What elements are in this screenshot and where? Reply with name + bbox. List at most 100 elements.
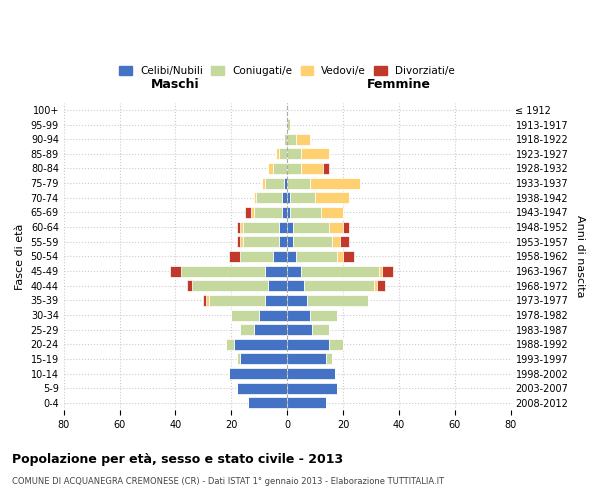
Bar — [273, 251, 287, 262]
Bar — [209, 295, 265, 306]
Bar — [240, 236, 242, 248]
Bar — [240, 222, 242, 232]
Bar — [229, 368, 287, 379]
Bar — [281, 207, 287, 218]
Bar — [293, 236, 332, 248]
Bar — [315, 192, 349, 203]
Bar — [181, 266, 265, 276]
Bar — [287, 251, 296, 262]
Bar — [323, 163, 329, 174]
Bar — [307, 295, 368, 306]
Bar — [287, 119, 290, 130]
Bar — [240, 324, 254, 335]
Bar — [265, 266, 287, 276]
Bar — [301, 148, 329, 160]
Bar — [340, 236, 349, 248]
Bar — [296, 251, 337, 262]
Bar — [326, 354, 332, 364]
Bar — [203, 295, 206, 306]
Bar — [310, 178, 360, 188]
Bar — [287, 383, 337, 394]
Bar — [343, 251, 354, 262]
Bar — [240, 251, 273, 262]
Bar — [279, 236, 287, 248]
Bar — [262, 178, 265, 188]
Bar — [284, 178, 287, 188]
Y-axis label: Anni di nascita: Anni di nascita — [575, 215, 585, 298]
Bar — [237, 236, 240, 248]
Bar — [265, 178, 284, 188]
Bar — [287, 148, 301, 160]
Bar — [276, 148, 279, 160]
Text: Maschi: Maschi — [151, 78, 200, 91]
Bar — [254, 192, 256, 203]
Bar — [254, 324, 287, 335]
Bar — [281, 192, 287, 203]
Bar — [290, 192, 315, 203]
Bar — [279, 222, 287, 232]
Bar — [287, 354, 326, 364]
Bar — [301, 163, 323, 174]
Bar — [287, 295, 307, 306]
Bar — [287, 236, 293, 248]
Bar — [343, 222, 349, 232]
Bar — [268, 280, 287, 291]
Bar — [329, 222, 343, 232]
Bar — [284, 134, 287, 144]
Bar — [313, 324, 329, 335]
Bar — [242, 222, 279, 232]
Bar — [251, 207, 254, 218]
Bar — [242, 236, 279, 248]
Bar — [187, 280, 192, 291]
Text: COMUNE DI ACQUANEGRA CREMONESE (CR) - Dati ISTAT 1° gennaio 2013 - Elaborazione : COMUNE DI ACQUANEGRA CREMONESE (CR) - Da… — [12, 478, 444, 486]
Bar — [287, 163, 301, 174]
Bar — [245, 207, 251, 218]
Bar — [374, 280, 377, 291]
Bar — [237, 383, 287, 394]
Bar — [287, 310, 310, 320]
Bar — [377, 280, 385, 291]
Bar — [329, 339, 343, 350]
Text: Popolazione per età, sesso e stato civile - 2013: Popolazione per età, sesso e stato civil… — [12, 452, 343, 466]
Bar — [310, 310, 337, 320]
Bar — [226, 339, 234, 350]
Bar — [290, 207, 321, 218]
Bar — [237, 222, 240, 232]
Bar — [248, 398, 287, 408]
Legend: Celibi/Nubili, Coniugati/e, Vedovi/e, Divorziati/e: Celibi/Nubili, Coniugati/e, Vedovi/e, Di… — [115, 62, 459, 80]
Bar — [337, 251, 343, 262]
Y-axis label: Fasce di età: Fasce di età — [15, 223, 25, 290]
Bar — [234, 339, 287, 350]
Bar — [287, 398, 326, 408]
Bar — [321, 207, 343, 218]
Bar — [232, 310, 259, 320]
Bar — [287, 339, 329, 350]
Bar — [379, 266, 382, 276]
Bar — [287, 192, 290, 203]
Bar — [254, 207, 281, 218]
Bar — [170, 266, 181, 276]
Bar — [259, 310, 287, 320]
Bar — [287, 368, 335, 379]
Bar — [287, 222, 293, 232]
Bar — [229, 251, 240, 262]
Bar — [279, 148, 287, 160]
Bar — [301, 266, 379, 276]
Bar — [382, 266, 394, 276]
Bar — [265, 295, 287, 306]
Bar — [240, 354, 287, 364]
Bar — [268, 163, 273, 174]
Bar — [273, 163, 287, 174]
Bar — [304, 280, 374, 291]
Text: Femmine: Femmine — [367, 78, 431, 91]
Bar — [287, 207, 290, 218]
Bar — [192, 280, 268, 291]
Bar — [237, 354, 240, 364]
Bar — [287, 324, 313, 335]
Bar — [287, 178, 310, 188]
Bar — [287, 134, 296, 144]
Bar — [293, 222, 329, 232]
Bar — [287, 266, 301, 276]
Bar — [296, 134, 310, 144]
Bar — [332, 236, 340, 248]
